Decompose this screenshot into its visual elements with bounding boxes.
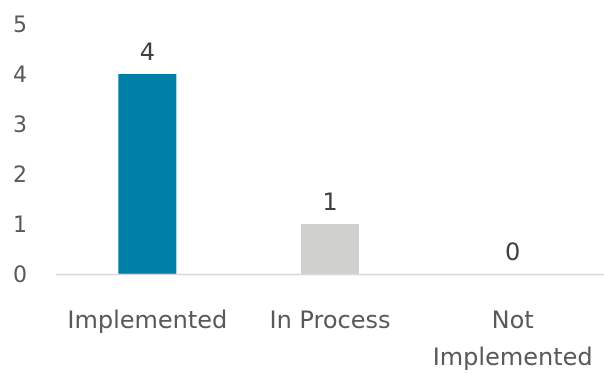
y-tick-label: 5 [13, 13, 27, 38]
bar [301, 224, 359, 274]
data-labels: 4 1 0 [140, 38, 521, 266]
y-tick-label: 3 [13, 113, 27, 138]
y-tick-label: 2 [13, 163, 27, 188]
x-category-label: In Process [270, 306, 391, 334]
data-label: 1 [322, 188, 337, 216]
y-tick-label: 0 [13, 263, 27, 288]
x-category-label: Implemented [67, 306, 227, 334]
x-axis-category-labels: Implemented In Process Not Implemented [67, 306, 592, 371]
data-label: 0 [505, 238, 520, 266]
bar-series [118, 74, 359, 274]
y-axis-tick-labels: 0 1 2 3 4 5 [13, 13, 27, 288]
y-tick-label: 4 [13, 63, 27, 88]
y-tick-label: 1 [13, 213, 27, 238]
bar [118, 74, 177, 274]
x-category-label: Not Implemented [433, 306, 593, 371]
data-label: 4 [140, 38, 155, 66]
